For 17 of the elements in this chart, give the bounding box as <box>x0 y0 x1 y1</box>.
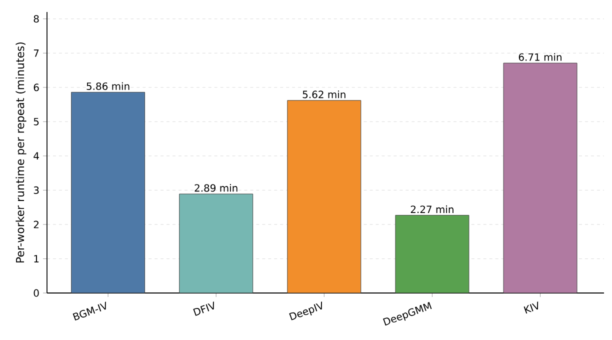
y-tick-label: 0 <box>34 289 39 297</box>
y-tick-label: 2 <box>34 220 38 228</box>
data-label: 2.27 min <box>410 205 454 214</box>
y-tick-label: 1 <box>34 255 39 262</box>
x-tick-label: DFIV <box>193 302 214 316</box>
y-tick-label: 7 <box>34 49 39 57</box>
data-label: 5.86 min <box>86 82 130 90</box>
y-tick-label: 4 <box>34 152 39 160</box>
y-tick-label: 6 <box>34 84 39 92</box>
y-tick-label: 3 <box>34 186 39 194</box>
data-label: 6.71 min <box>518 53 562 61</box>
y-axis-title: Per-worker runtime per repeat (minutes) <box>16 42 26 262</box>
x-tick-label: KIV <box>524 302 538 314</box>
data-label: 2.89 min <box>194 184 238 192</box>
data-label: 5.62 min <box>302 90 346 98</box>
y-tick-label: 5 <box>34 118 39 126</box>
y-tick-label: 8 <box>34 15 39 23</box>
